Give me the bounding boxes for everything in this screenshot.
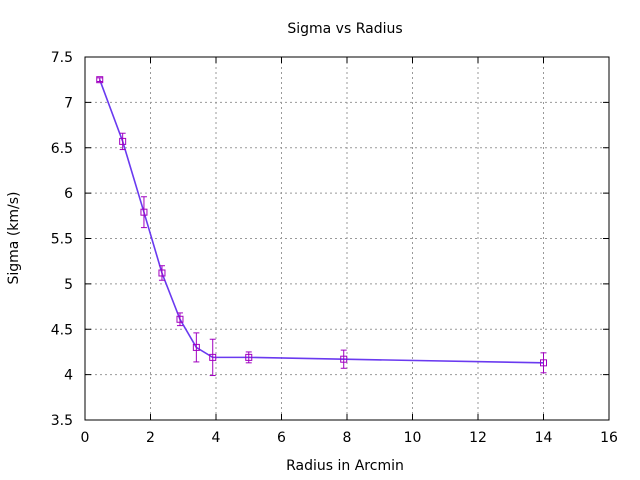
y-tick-label: 6.5 [51, 141, 73, 157]
y-tick-label: 3.5 [51, 413, 73, 429]
x-tick-label: 2 [146, 430, 155, 446]
data-point [96, 76, 104, 84]
x-tick-label: 14 [535, 430, 553, 446]
data-point [158, 269, 166, 277]
series [96, 76, 547, 377]
x-tick-label: 6 [277, 430, 286, 446]
x-tick-label: 12 [469, 430, 487, 446]
x-tick-label: 16 [600, 430, 618, 446]
data-point [119, 137, 127, 145]
data-point [176, 315, 184, 323]
chart-title: Sigma vs Radius [287, 21, 402, 37]
data-point [340, 355, 348, 363]
y-tick-label: 6 [64, 186, 73, 202]
y-tick-label: 7 [64, 95, 73, 111]
data-point [192, 343, 200, 351]
y-tick-label: 5 [64, 277, 73, 293]
x-axis-label: Radius in Arcmin [286, 458, 404, 474]
x-tick-label: 10 [404, 430, 422, 446]
x-tick-label: 0 [81, 430, 90, 446]
y-tick-label: 5.5 [51, 232, 73, 248]
series-line [98, 79, 544, 364]
data-point [245, 353, 253, 361]
y-tick-label: 7.5 [51, 50, 73, 66]
grid [85, 57, 609, 420]
data-point [140, 208, 148, 216]
ticks: 0 2 4 6 8 10 12 14 16 3.5 4 4.5 5 5.5 6 6.5 7 7.5 [51, 50, 618, 446]
y-axis-label: Sigma (km/s) [6, 191, 22, 284]
x-tick-label: 8 [343, 430, 352, 446]
data-point [209, 353, 217, 361]
y-tick-label: 4.5 [51, 322, 73, 338]
y-tick-label: 4 [64, 368, 73, 384]
x-tick-label: 4 [212, 430, 221, 446]
data-point [540, 359, 547, 367]
